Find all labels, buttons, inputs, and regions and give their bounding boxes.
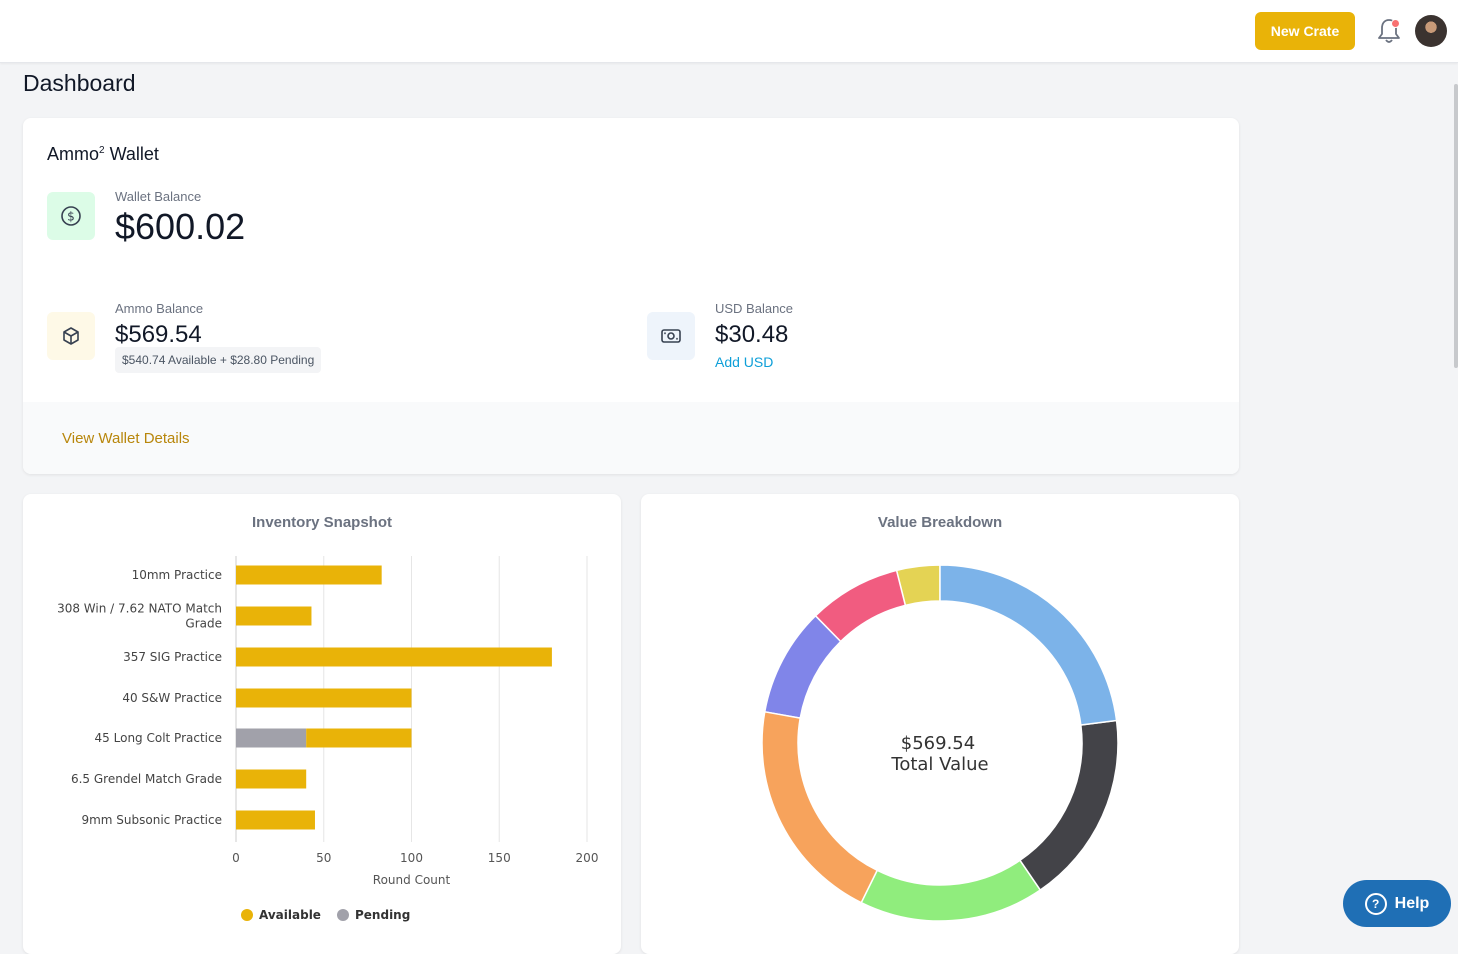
question-circle-icon: ? [1364,892,1387,915]
inventory-snapshot-card: Inventory Snapshot 0 50 100 150 200 10mm Prac… [23,494,621,954]
y-tick-label: 357 SIG Practice [123,650,222,664]
y-tick-label: 40 S&W Practice [122,691,222,705]
donut-slice [1018,719,1119,892]
y-tick-label: 308 Win / 7.62 NATO Match Grade [57,602,222,631]
x-tick-label: 0 [232,851,240,865]
page-title: Dashboard [23,70,136,96]
x-tick-label: 200 [576,851,599,865]
bar-available [236,565,382,585]
wallet-balance-label: Wallet Balance [115,189,202,204]
value-donut-chart: $569.54 Total Value [761,564,1119,922]
y-tick-label: 10mm Practice [132,568,222,582]
bar-available [236,769,307,789]
y-tick-label: 6.5 Grendel Match Grade [71,772,222,786]
notification-dot [1391,19,1400,28]
y-tick-label: 45 Long Colt Practice [95,731,222,745]
ammo-balance-value: $569.54 [115,321,202,348]
legend-label: Pending [355,908,410,922]
wallet-balance-value: $600.02 [115,206,246,247]
ammo-breakdown-badge: $540.74 Available + $28.80 Pending [115,347,322,373]
x-axis-title: Round Count [373,873,451,887]
legend-marker [241,909,253,921]
usd-balance-value: $30.48 [715,321,789,348]
usd-balance-label: USD Balance [715,301,794,316]
top-bar: New Crate [0,0,1458,63]
svg-text:$: $ [67,210,75,224]
cash-icon [661,329,681,343]
help-button[interactable]: ? Help [1343,880,1451,927]
donut-center-value: $569.54 [901,733,975,754]
bar-available [236,647,552,667]
bar-pending [236,728,307,748]
y-tick-label: 9mm Subsonic Practice [81,813,222,827]
new-crate-button[interactable]: New Crate [1255,12,1355,50]
x-tick-label: 50 [316,851,331,865]
view-wallet-details-link[interactable]: View Wallet Details [62,430,190,447]
value-breakdown-card: Value Breakdown $569.54 Total Value [641,494,1239,954]
box-icon [63,327,79,345]
bar-available [306,728,412,748]
bar-available [236,688,412,708]
ammo-balance-icon-box [47,312,95,360]
x-tick-label: 150 [488,851,511,865]
donut-slice [761,710,879,904]
wallet-card-footer: View Wallet Details [23,402,1239,474]
add-usd-link[interactable]: Add USD [715,354,774,370]
dollar-circle-icon: $ [61,206,81,226]
inventory-bar-chart: 0 50 100 150 200 10mm Practice 308 Win / 7.62 … [57,556,599,922]
legend-marker [337,909,349,921]
ammo-balance-label: Ammo Balance [115,301,204,316]
page-scrollbar[interactable] [1454,84,1458,368]
x-tick-label: 100 [400,851,423,865]
bar-available [236,810,315,830]
bar-available [236,606,312,626]
wallet-title: Ammo2 Wallet [47,144,159,164]
donut-slice [814,569,907,643]
user-avatar[interactable] [1415,15,1447,47]
inventory-chart-title: Inventory Snapshot [251,514,393,531]
wallet-card: Ammo2 Wallet $ Wallet Balance $600.02 Am… [23,118,1239,474]
usd-balance-icon-box [647,312,695,360]
wallet-balance-icon-box: $ [47,192,95,240]
value-chart-title: Value Breakdown [877,514,1003,531]
donut-slice [939,564,1118,726]
donut-center-label: Total Value [890,754,988,775]
help-label: Help [1394,894,1430,912]
donut-slice [860,859,1042,922]
donut-slice [763,614,842,719]
legend-label: Available [259,908,321,922]
